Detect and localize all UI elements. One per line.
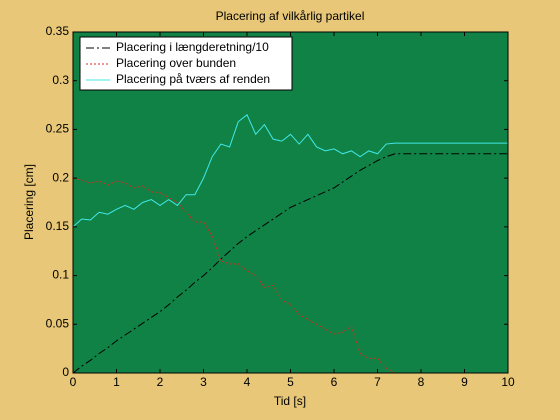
- x-tick-label: 9: [461, 375, 468, 389]
- legend-label: Placering over bunden: [116, 56, 236, 70]
- y-tick-label: 0.2: [52, 170, 69, 184]
- y-tick-label: 0: [62, 365, 69, 379]
- legend-label: Placering i længderetning/10: [116, 40, 269, 54]
- y-tick-label: 0.15: [46, 219, 70, 233]
- line-series: [72, 177, 508, 374]
- x-tick-label: 2: [157, 375, 164, 389]
- y-axis-label: Placering [cm]: [22, 164, 36, 240]
- x-tick-label: 1: [113, 375, 120, 389]
- y-tick-label: 0.35: [46, 24, 70, 38]
- y-tick-label: 0.1: [52, 268, 69, 282]
- x-tick-label: 10: [501, 375, 515, 389]
- legend-box: [79, 36, 293, 91]
- x-tick-label: 6: [331, 375, 338, 389]
- legend: Placering i længderetning/10 Placering ov…: [79, 36, 293, 91]
- x-tick-label: 8: [418, 375, 425, 389]
- x-tick-label: 4: [244, 375, 251, 389]
- x-tick-label: 5: [287, 375, 294, 389]
- x-tick-label: 3: [200, 375, 207, 389]
- legend-label: Placering på tværs af renden: [116, 72, 270, 86]
- y-tick-label: 0.25: [46, 122, 70, 136]
- x-tick-label: 7: [374, 375, 381, 389]
- y-tick-label: 0.05: [46, 316, 70, 330]
- line-series: [72, 114, 508, 228]
- chart-title: Placering af vilkårlig partikel: [216, 9, 365, 23]
- x-tick-label: 0: [70, 375, 77, 389]
- y-tick-label: 0.3: [52, 73, 69, 87]
- x-axis-label: Tid [s]: [274, 394, 306, 408]
- line-series: [72, 153, 508, 374]
